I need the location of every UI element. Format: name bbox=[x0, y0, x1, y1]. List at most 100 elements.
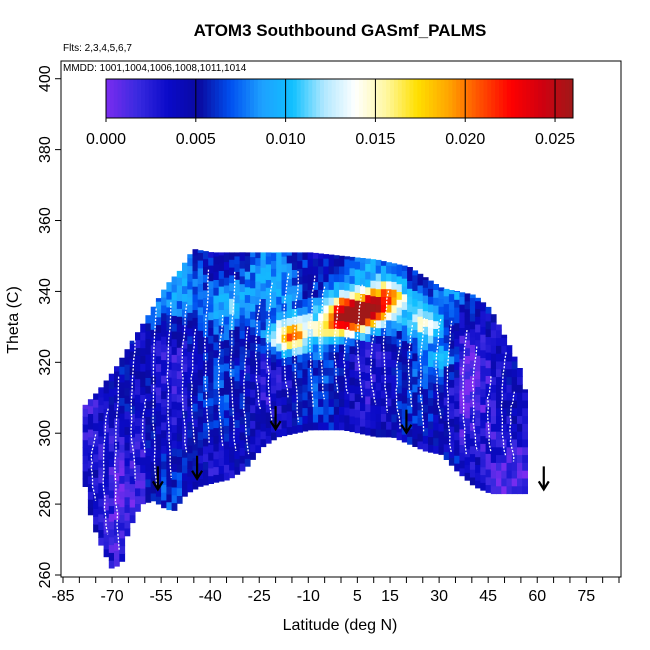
heat-cell bbox=[328, 343, 335, 353]
colorbar-tick-label: 0.015 bbox=[355, 131, 395, 148]
heat-cell bbox=[391, 421, 398, 431]
heat-cell bbox=[239, 252, 246, 261]
heat-cell bbox=[349, 337, 356, 347]
heat-cell bbox=[454, 338, 460, 347]
heat-cell bbox=[166, 454, 173, 464]
heat-cell bbox=[448, 418, 455, 427]
heat-cell bbox=[433, 422, 439, 431]
heat-cell bbox=[93, 438, 99, 447]
heat-cell bbox=[323, 375, 330, 384]
heat-cell bbox=[286, 340, 293, 350]
heat-cell bbox=[349, 408, 356, 417]
heat-cell bbox=[286, 410, 293, 420]
heat-cell bbox=[93, 469, 99, 478]
heat-cell bbox=[517, 454, 523, 463]
heat-cell bbox=[386, 343, 392, 352]
flight-profile bbox=[486, 376, 492, 453]
heat-cell bbox=[391, 398, 398, 407]
heat-cell bbox=[229, 454, 235, 463]
heat-cell bbox=[182, 394, 188, 404]
heat-cell bbox=[265, 271, 272, 280]
colorbar-swatch bbox=[277, 79, 282, 118]
heat-cell bbox=[208, 397, 214, 406]
heat-cell bbox=[166, 447, 173, 456]
heat-cell bbox=[490, 345, 497, 354]
heat-cell bbox=[480, 373, 487, 382]
heat-cell bbox=[318, 398, 324, 407]
heat-cell bbox=[475, 441, 481, 450]
heat-cell bbox=[150, 438, 157, 447]
heat-cell bbox=[203, 251, 209, 260]
heat-cell bbox=[213, 365, 220, 374]
heat-cell bbox=[203, 453, 209, 462]
heat-cell bbox=[517, 384, 523, 393]
heat-cell bbox=[522, 477, 528, 487]
heat-cell bbox=[250, 334, 256, 343]
heat-cell bbox=[182, 316, 188, 326]
colorbar-swatch bbox=[499, 79, 504, 118]
heat-cell bbox=[119, 358, 126, 367]
heat-cell bbox=[155, 324, 162, 333]
heat-cell bbox=[349, 400, 356, 409]
heat-cell bbox=[438, 384, 445, 393]
y-tick-label: 400 bbox=[37, 65, 54, 92]
heat-cell bbox=[203, 414, 209, 423]
heat-cell bbox=[239, 377, 246, 386]
heat-cell bbox=[176, 472, 183, 481]
heat-cell bbox=[244, 356, 251, 366]
heat-cell bbox=[135, 386, 141, 395]
heat-cell bbox=[312, 351, 319, 361]
heat-cell bbox=[307, 297, 314, 306]
heat-cell bbox=[501, 353, 508, 362]
heat-cell bbox=[171, 486, 178, 496]
heat-cell bbox=[171, 276, 178, 285]
heat-cell bbox=[328, 258, 335, 267]
heat-cell bbox=[297, 283, 303, 293]
heat-cell bbox=[433, 289, 439, 298]
flight-profile bbox=[342, 326, 349, 394]
heat-cell bbox=[135, 425, 141, 434]
heat-cell bbox=[323, 343, 330, 353]
heat-cell bbox=[255, 358, 262, 368]
heat-cell bbox=[349, 275, 356, 284]
heat-cell bbox=[108, 474, 115, 483]
y-tick-label: 260 bbox=[37, 562, 54, 589]
heat-cell bbox=[328, 328, 335, 337]
heat-cell bbox=[171, 494, 178, 504]
heat-cell bbox=[203, 258, 209, 267]
heat-cell bbox=[412, 337, 419, 346]
heat-cell bbox=[276, 265, 282, 274]
heat-cell bbox=[485, 484, 492, 493]
heat-cell bbox=[522, 415, 528, 424]
heat-cell bbox=[469, 305, 476, 314]
heat-cell bbox=[360, 394, 366, 404]
heat-cell bbox=[244, 388, 251, 397]
heat-cell bbox=[197, 369, 204, 378]
colorbar-swatch bbox=[429, 79, 434, 118]
colorbar-swatch bbox=[230, 79, 235, 118]
heat-cell bbox=[291, 292, 298, 302]
heat-cell bbox=[448, 301, 455, 310]
heat-cell bbox=[98, 482, 105, 491]
heat-cell bbox=[223, 316, 230, 325]
heat-cell bbox=[328, 336, 335, 345]
heat-cell bbox=[407, 267, 413, 274]
heat-cell bbox=[145, 416, 152, 425]
heat-cell bbox=[87, 421, 94, 430]
heat-cell bbox=[396, 369, 403, 378]
heat-cell bbox=[475, 402, 481, 411]
heat-cell bbox=[176, 386, 183, 395]
heat-cell bbox=[197, 306, 204, 316]
heat-cell bbox=[307, 252, 314, 259]
heat-cell bbox=[485, 461, 492, 470]
heat-cell bbox=[182, 488, 188, 497]
heat-cell bbox=[244, 294, 251, 303]
heat-cell bbox=[171, 471, 178, 480]
descent-arrow bbox=[537, 466, 550, 492]
heat-cell bbox=[119, 413, 126, 422]
heat-cell bbox=[103, 541, 110, 550]
heat-cell bbox=[375, 382, 382, 391]
heat-cell bbox=[459, 436, 466, 445]
heat-cell bbox=[197, 267, 204, 277]
heat-cell bbox=[307, 289, 314, 298]
